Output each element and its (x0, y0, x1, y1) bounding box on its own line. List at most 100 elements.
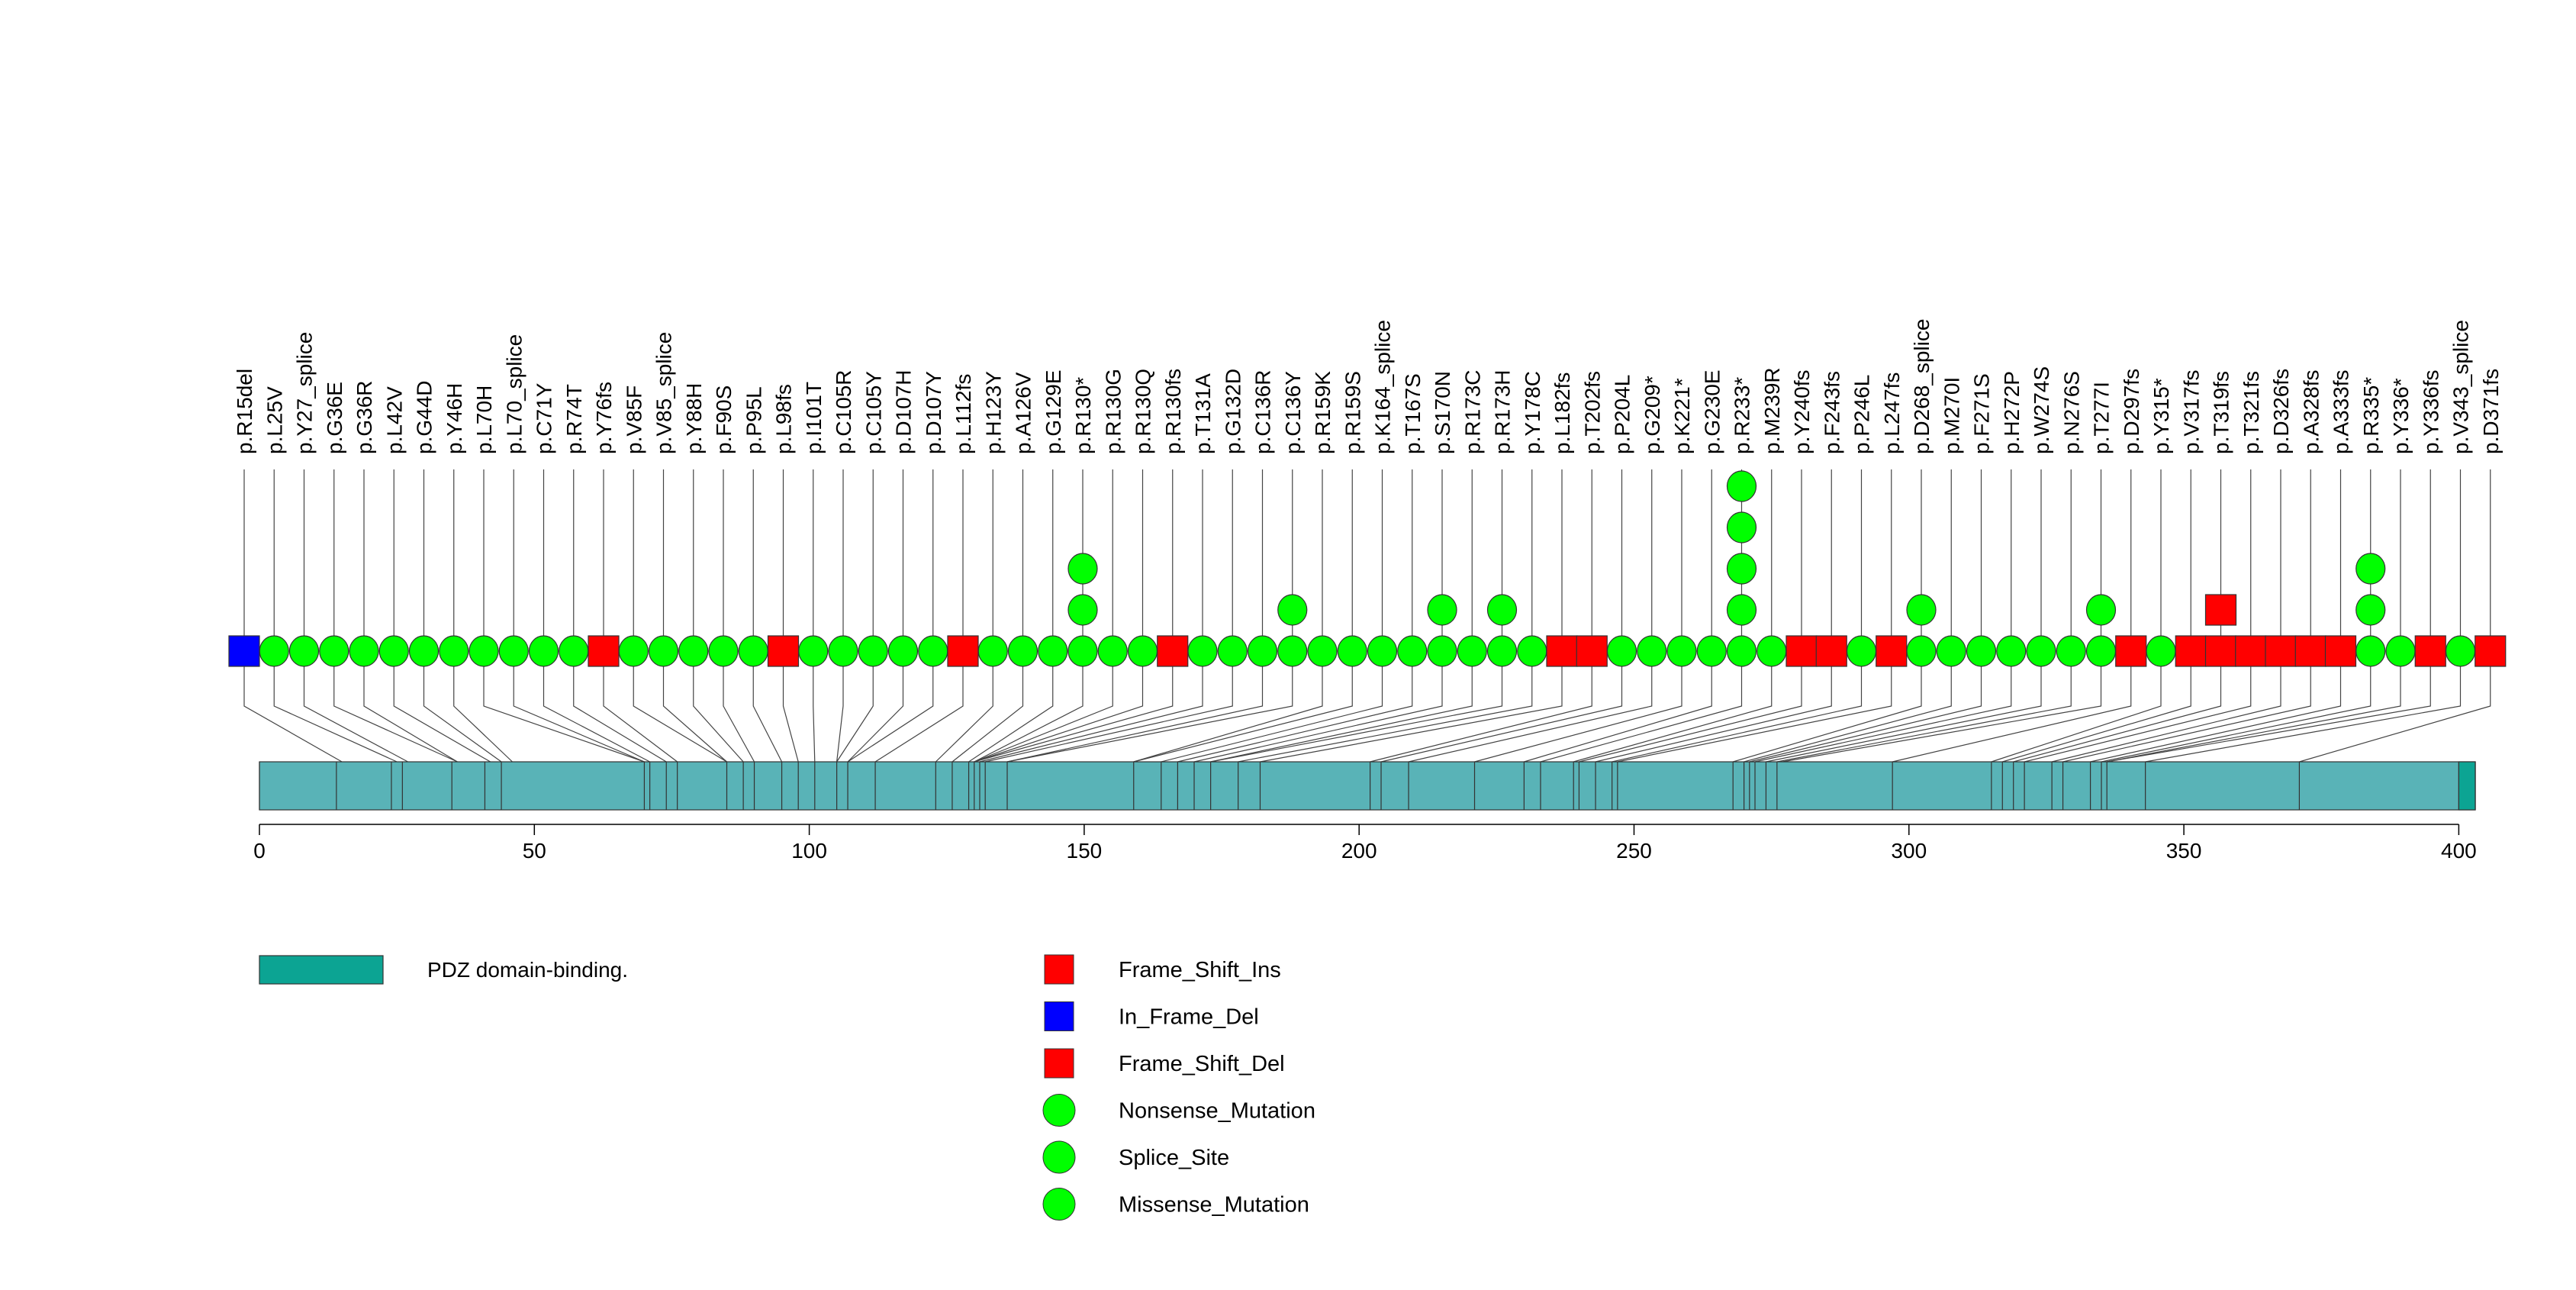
mutation-marker-circle (2445, 635, 2476, 667)
mutation-connector (243, 469, 343, 763)
mutation-label: p.Y336* (2389, 378, 2413, 454)
mutation-label: p.Y88H (682, 383, 706, 454)
legend-swatch-circle (1042, 1094, 1076, 1127)
mutation-connector (985, 469, 1233, 763)
mutation-label: p.R335* (2359, 377, 2383, 454)
mutation-connector (974, 469, 1084, 763)
mutation-marker-circle (1486, 635, 1518, 667)
mutation-label: p.Y178C (1521, 371, 1544, 454)
mutation-marker-square (2475, 635, 2507, 667)
mutation-label: p.G36E (323, 382, 346, 454)
mutation-connector (847, 469, 934, 763)
mutation-label: p.L25V (262, 386, 286, 454)
mutation-marker-square (228, 635, 260, 667)
mutation-marker-circle (1996, 635, 2027, 667)
mutation-marker-circle (1606, 635, 1637, 667)
mutation-label: p.C105Y (861, 371, 885, 454)
mutation-label: p.G132D (1221, 369, 1245, 454)
mutation-label: p.D371fs (2479, 369, 2503, 454)
mutation-marker-circle (1696, 635, 1727, 667)
mutation-connector (633, 469, 727, 763)
mutation-marker-circle (738, 635, 768, 667)
mutation-label: p.G36R (353, 381, 376, 455)
mutation-marker-circle (1726, 553, 1757, 585)
mutation-label: p.V85F (622, 385, 646, 454)
mutation-connector (693, 469, 744, 763)
mutation-marker-circle (469, 635, 499, 667)
mutation-label: p.M270I (1940, 377, 1963, 454)
mutation-connector (2013, 469, 2222, 763)
mutation-marker-square (2414, 635, 2446, 667)
mutation-marker-circle (1307, 635, 1338, 667)
mutation-marker-circle (1247, 635, 1278, 667)
mutation-marker-circle (1277, 635, 1308, 667)
legend-class-label: Nonsense_Mutation (1119, 1099, 1315, 1124)
x-tick-label: 250 (1616, 839, 1652, 863)
mutation-label: p.C136R (1251, 369, 1275, 454)
mutation-marker-circle (408, 635, 440, 667)
mutation-label: p.A126V (1012, 372, 1035, 454)
mutation-connector (483, 469, 645, 763)
mutation-marker-circle (1666, 635, 1697, 667)
mutation-connector (1766, 469, 2042, 763)
mutation-marker-circle (828, 635, 858, 667)
mutation-label: p.L247fs (1880, 372, 1904, 454)
protein-bar (259, 761, 2476, 811)
mutation-connector (1006, 469, 1264, 763)
mutation-label: p.A333fs (2330, 369, 2353, 454)
legend-class-label: Frame_Shift_Del (1119, 1052, 1285, 1076)
mutation-label: p.R159S (1341, 371, 1364, 454)
mutation-connector (2101, 469, 2372, 763)
mutation-marker-square (2235, 635, 2267, 667)
mutation-label: p.V343_splice (2449, 320, 2473, 454)
mutation-marker-circle (2146, 635, 2176, 667)
mutation-connector (573, 469, 667, 763)
mutation-marker-circle (1966, 635, 1997, 667)
mutation-connector (1733, 469, 1922, 763)
mutation-marker-square (1157, 635, 1189, 667)
mutation-connector (974, 469, 1113, 763)
mutation-label: p.R173H (1491, 369, 1515, 454)
mutation-label: p.D268_splice (1910, 319, 1934, 454)
mutation-connector (1408, 469, 1653, 763)
mutation-label: p.R130fs (1161, 369, 1185, 454)
legend-swatch-square (1044, 954, 1074, 985)
mutation-label: p.T167S (1401, 373, 1425, 454)
mutation-label: p.R130G (1101, 369, 1125, 454)
mutation-connector (1177, 469, 1413, 763)
mutation-connector (847, 469, 904, 763)
mutation-label: p.V317fs (2179, 369, 2203, 454)
mutation-connector (1006, 469, 1293, 763)
mutation-label: p.T321fs (2240, 371, 2263, 454)
mutation-connector (1595, 469, 1832, 763)
mutation-marker-circle (1067, 635, 1098, 667)
mutation-connector (968, 469, 1054, 763)
mutation-connector (1133, 469, 1353, 763)
mutation-label: p.D297fs (2120, 369, 2143, 454)
mutation-marker-circle (1486, 594, 1518, 626)
mutation-marker-circle (1367, 635, 1398, 667)
mutation-connector (1579, 469, 1802, 763)
mutation-marker-square (2265, 635, 2297, 667)
mutation-label: p.L98fs (772, 384, 796, 454)
mutation-marker-circle (1038, 635, 1068, 667)
x-axis: 0 50 100 150 200 250 300 350 400 (253, 824, 2477, 863)
mutation-marker-circle (1846, 635, 1877, 667)
mutation-marker-square (1785, 635, 1818, 667)
mutation-marker-circle (2056, 635, 2086, 667)
legend-class-label: Splice_Site (1119, 1146, 1229, 1170)
mutation-marker-circle (2385, 635, 2416, 667)
mutation-marker-circle (1637, 635, 1667, 667)
mutation-marker-circle (2085, 594, 2117, 626)
mutation-label: p.R173C (1460, 369, 1484, 454)
mutation-connector (979, 469, 1203, 763)
mutation-label: p.G209* (1641, 376, 1664, 454)
mutation-connector (2024, 469, 2252, 763)
mutation-label: p.T319fs (2210, 371, 2233, 454)
mutation-connector (1776, 469, 2072, 763)
legend-swatch-square (1044, 1001, 1074, 1031)
mutation-label: p.C136Y (1281, 371, 1305, 454)
protein-backbone (259, 761, 2476, 811)
mutation-connector (1210, 469, 1473, 763)
mutation-marker-circle (618, 635, 649, 667)
